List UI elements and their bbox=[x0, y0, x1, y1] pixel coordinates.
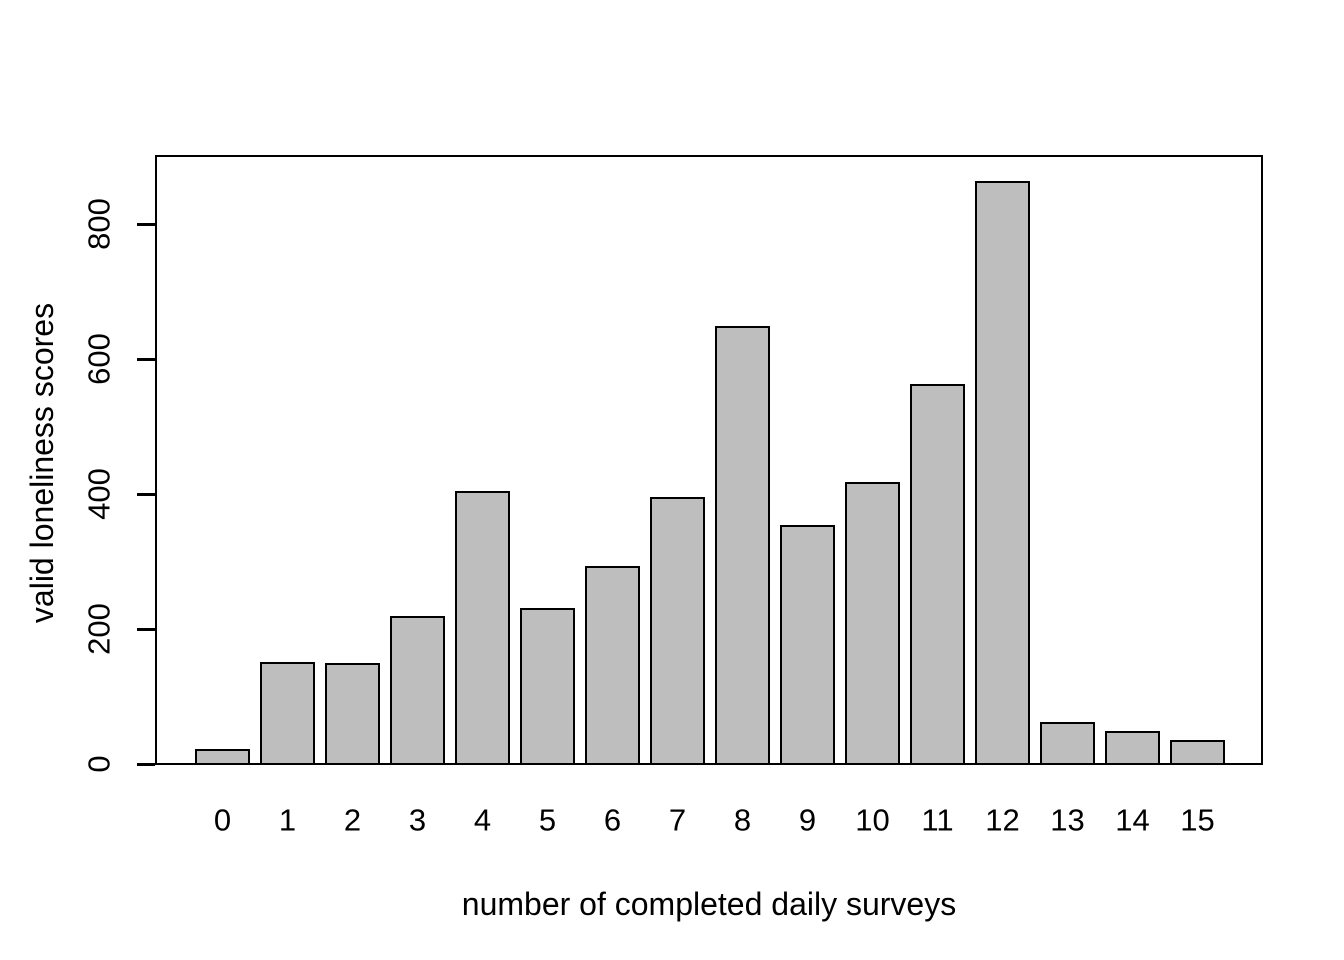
bar-1 bbox=[260, 662, 315, 765]
y-tick-mark-400 bbox=[137, 493, 155, 496]
bar-5 bbox=[520, 608, 575, 765]
y-tick-label-800: 800 bbox=[81, 198, 117, 250]
bar-9 bbox=[780, 525, 835, 765]
y-tick-mark-800 bbox=[137, 223, 155, 226]
bar-10 bbox=[845, 482, 900, 765]
x-axis-title: number of completed daily surveys bbox=[461, 886, 957, 922]
bar-13 bbox=[1040, 722, 1095, 765]
x-tick-label-14: 14 bbox=[1115, 802, 1150, 838]
plot-area bbox=[155, 155, 1263, 765]
bar-4 bbox=[455, 491, 510, 765]
bar-6 bbox=[585, 566, 640, 765]
x-tick-label-12: 12 bbox=[985, 802, 1020, 838]
bar-15 bbox=[1170, 740, 1225, 765]
y-tick-label-0: 0 bbox=[81, 755, 117, 773]
x-tick-label-15: 15 bbox=[1180, 802, 1215, 838]
x-tick-label-7: 7 bbox=[668, 802, 687, 838]
bar-2 bbox=[325, 663, 380, 765]
y-tick-mark-0 bbox=[137, 763, 155, 766]
bar-0 bbox=[195, 749, 250, 765]
x-tick-label-2: 2 bbox=[343, 802, 362, 838]
y-tick-mark-600 bbox=[137, 358, 155, 361]
y-tick-label-600: 600 bbox=[81, 333, 117, 385]
y-tick-label-400: 400 bbox=[81, 468, 117, 520]
bar-12 bbox=[975, 181, 1030, 765]
y-tick-mark-200 bbox=[137, 628, 155, 631]
x-tick-label-1: 1 bbox=[278, 802, 297, 838]
bar-11 bbox=[910, 384, 965, 765]
x-tick-label-5: 5 bbox=[538, 802, 557, 838]
x-tick-label-0: 0 bbox=[213, 802, 232, 838]
x-tick-label-9: 9 bbox=[798, 802, 817, 838]
x-tick-label-4: 4 bbox=[473, 802, 492, 838]
x-tick-label-3: 3 bbox=[408, 802, 427, 838]
bar-14 bbox=[1105, 731, 1160, 765]
x-tick-label-6: 6 bbox=[603, 802, 622, 838]
x-tick-label-11: 11 bbox=[921, 802, 954, 838]
bar-3 bbox=[390, 616, 445, 765]
bar-8 bbox=[715, 326, 770, 765]
x-tick-label-13: 13 bbox=[1050, 802, 1085, 838]
x-tick-label-10: 10 bbox=[855, 802, 890, 838]
bar-7 bbox=[650, 497, 705, 765]
y-axis-title: valid loneliness scores bbox=[24, 302, 60, 624]
y-tick-label-200: 200 bbox=[81, 603, 117, 655]
x-tick-label-8: 8 bbox=[733, 802, 752, 838]
